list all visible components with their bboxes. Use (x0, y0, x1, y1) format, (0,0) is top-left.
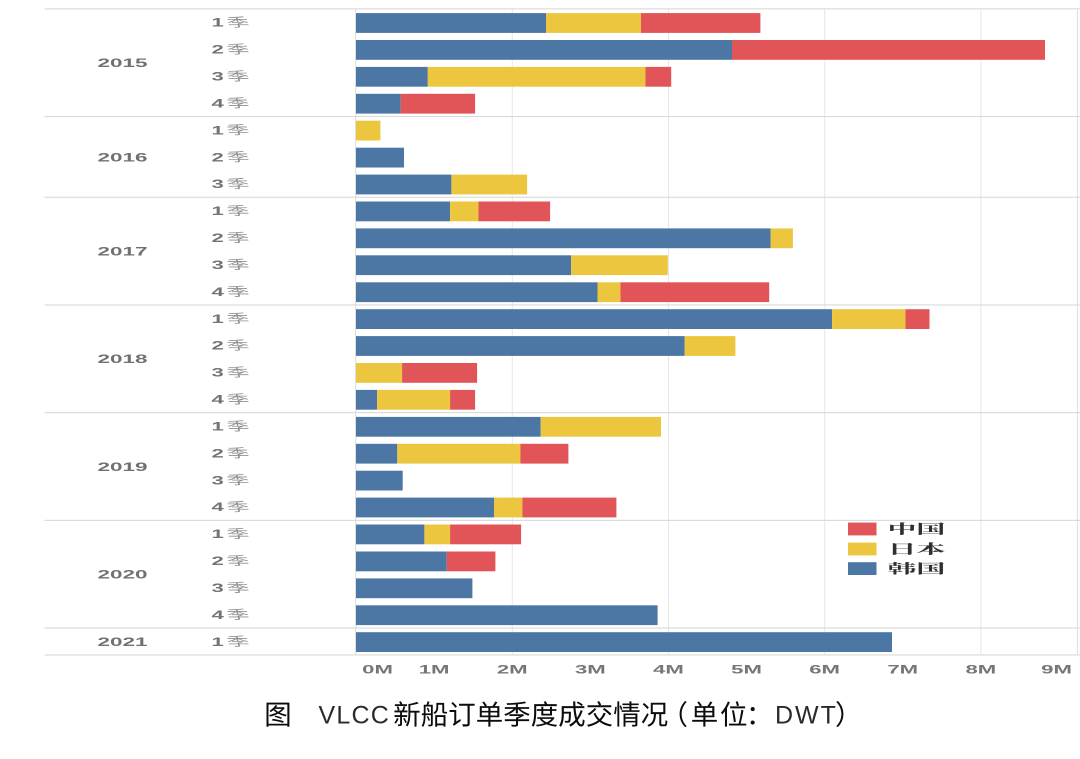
svg-text:4: 4 (212, 285, 224, 299)
svg-text:5M: 5M (731, 663, 762, 677)
svg-text:7M: 7M (887, 663, 918, 677)
svg-text:1M: 1M (419, 663, 450, 677)
svg-text:VLCC: VLCC (319, 702, 391, 730)
svg-text:4: 4 (212, 500, 224, 514)
svg-text:3M: 3M (575, 663, 606, 677)
svg-text:1: 1 (212, 204, 224, 218)
svg-text:1: 1 (212, 527, 224, 541)
svg-text:2: 2 (212, 446, 224, 460)
svg-text:4: 4 (212, 393, 224, 407)
svg-text:6M: 6M (809, 663, 840, 677)
svg-text:9M: 9M (1041, 663, 1072, 677)
svg-text:2015: 2015 (97, 56, 147, 70)
svg-text:2: 2 (212, 554, 224, 568)
svg-text:0M: 0M (362, 663, 393, 677)
svg-text:1: 1 (212, 123, 224, 137)
svg-text:2: 2 (212, 231, 224, 245)
svg-text:3: 3 (212, 177, 224, 191)
svg-text:2017: 2017 (97, 245, 147, 259)
svg-text:2M: 2M (497, 663, 528, 677)
svg-text:1: 1 (212, 420, 224, 434)
svg-text:3: 3 (212, 473, 224, 487)
svg-text:2016: 2016 (97, 150, 147, 164)
svg-text:DWT: DWT (775, 702, 838, 730)
svg-text:3: 3 (212, 70, 224, 84)
svg-text:1: 1 (212, 312, 224, 326)
svg-text:2018: 2018 (97, 352, 147, 366)
svg-text:2021: 2021 (97, 635, 147, 649)
svg-text:1: 1 (212, 16, 224, 30)
svg-text:3: 3 (212, 258, 224, 272)
svg-text:2: 2 (212, 43, 224, 57)
svg-text:2019: 2019 (97, 460, 147, 474)
svg-text:2: 2 (212, 150, 224, 164)
svg-text:2: 2 (212, 339, 224, 353)
svg-text:8M: 8M (965, 663, 996, 677)
svg-text:4: 4 (212, 96, 224, 110)
svg-text:3: 3 (212, 581, 224, 595)
svg-text:4: 4 (212, 608, 224, 622)
svg-text:1: 1 (212, 635, 224, 649)
svg-text:4M: 4M (653, 663, 684, 677)
svg-text:2020: 2020 (97, 568, 147, 582)
svg-text:3: 3 (212, 366, 224, 380)
